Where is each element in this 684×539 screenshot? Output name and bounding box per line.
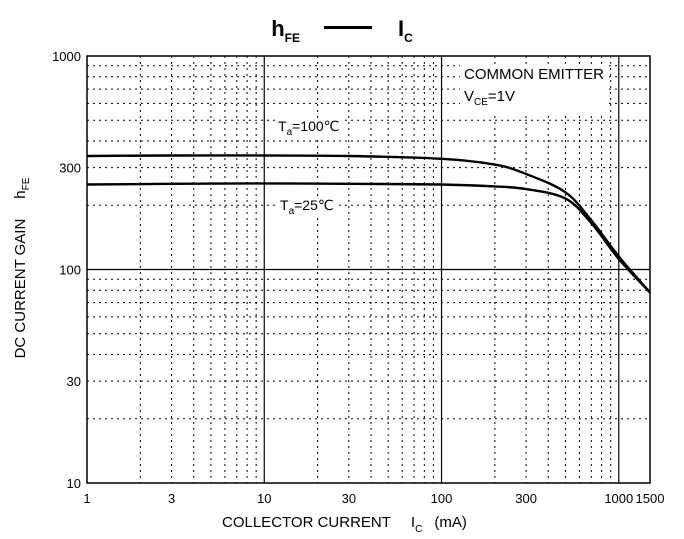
y-tick-label: 30 (67, 374, 81, 389)
plot-frame (86, 55, 651, 484)
title-ic: IC (398, 16, 413, 45)
y-tick-label: 1000 (52, 49, 81, 64)
series-label-ta25: Ta=25℃ (278, 197, 336, 217)
y-tick-label: 300 (59, 161, 81, 176)
x-tick-label: 1000 (604, 491, 633, 506)
x-axis-label: COLLECTOR CURRENT IC (mA) (222, 514, 467, 535)
x-tick-label: 3 (168, 491, 175, 506)
conditions-line1: COMMON EMITTER (464, 66, 604, 83)
title-hfe: hFE (271, 16, 300, 45)
series-line-0 (86, 154, 651, 294)
x-tick-labels: 1 3 10 30 100 300 1000 1500 (83, 491, 664, 506)
chart-title: hFE IC (0, 16, 684, 45)
y-tick-label: 100 (59, 263, 81, 278)
title-dash (324, 26, 372, 29)
conditions-line2: VCE=1V (464, 88, 516, 108)
series-label-ta100: Ta=100℃ (276, 118, 342, 138)
x-tick-label: 1500 (636, 491, 665, 506)
conditions-box: COMMON EMITTER VCE=1V (460, 64, 608, 114)
x-tick-label: 100 (431, 491, 453, 506)
grid-major (87, 56, 650, 483)
series-line-1 (86, 182, 651, 294)
y-tick-labels: 10 30 100 300 1000 (52, 49, 81, 491)
x-tick-label: 1 (83, 491, 90, 506)
x-tick-label: 300 (515, 491, 537, 506)
y-tick-label: 10 (67, 476, 81, 491)
x-tick-label: 30 (342, 491, 356, 506)
y-axis-label: DC CURRENT GAINhFE (12, 177, 32, 359)
x-tick-label: 10 (257, 491, 271, 506)
curves (86, 154, 651, 294)
